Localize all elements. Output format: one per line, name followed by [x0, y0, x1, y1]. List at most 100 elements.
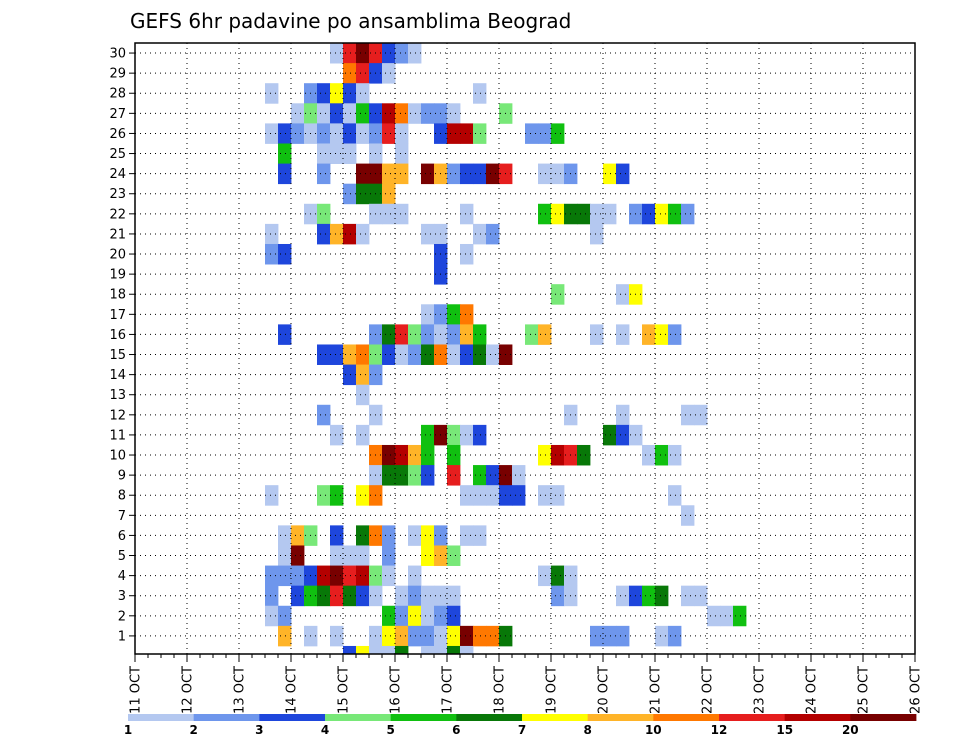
heatmap-cell	[278, 565, 292, 587]
heatmap-cell	[382, 163, 396, 185]
heatmap-cell	[330, 545, 344, 566]
heatmap-cell	[473, 163, 487, 185]
heatmap-cell	[668, 203, 682, 225]
heatmap-cell	[460, 163, 474, 185]
heatmap-cell	[590, 203, 604, 225]
heatmap-cell	[278, 163, 292, 185]
heatmap-cell	[577, 444, 591, 466]
heatmap-cell	[616, 625, 630, 647]
heatmap-cell	[395, 605, 409, 627]
heatmap-cell	[343, 63, 357, 84]
y-tick-label: 25	[109, 147, 126, 162]
heatmap-cell	[655, 203, 669, 225]
x-tick-label: 13 OCT	[233, 666, 248, 714]
heatmap-cell	[421, 525, 435, 546]
heatmap-cell	[330, 83, 344, 104]
heatmap-cell	[317, 485, 331, 506]
heatmap-cell	[655, 444, 669, 466]
heatmap-cell	[421, 465, 435, 486]
heatmap-cell	[538, 203, 552, 225]
heatmap-cell	[343, 645, 357, 655]
heatmap-cell	[616, 284, 630, 305]
heatmap-cell	[642, 444, 656, 466]
heatmap-cell	[551, 485, 565, 506]
heatmap-cell	[408, 565, 422, 587]
heatmap-cell	[551, 203, 565, 225]
legend-swatch	[259, 714, 326, 721]
x-tick-label: 26 OCT	[909, 666, 924, 714]
legend-swatch	[850, 714, 917, 721]
heatmap-cell	[421, 585, 435, 607]
y-tick-label: 21	[109, 227, 126, 242]
heatmap-cell	[512, 465, 526, 486]
heatmap-cell	[356, 83, 370, 104]
heatmap-cell	[616, 404, 630, 426]
heatmap-cell	[291, 565, 305, 587]
y-tick-label: 20	[109, 248, 126, 263]
heatmap-cell	[447, 424, 461, 446]
heatmap-cell	[460, 645, 474, 655]
heatmap-cell	[551, 585, 565, 607]
heatmap-cell	[317, 123, 331, 144]
heatmap-cell	[356, 223, 370, 245]
heatmap-cell	[642, 203, 656, 225]
color-legend: 1 2 3 4 5 6 7 8 10 12 15 20	[124, 714, 917, 737]
y-tick-label: 16	[109, 328, 126, 343]
heatmap-cell	[356, 424, 370, 446]
heatmap-cell	[382, 103, 396, 124]
legend-label: 10	[645, 723, 662, 737]
heatmap-cell	[408, 344, 422, 365]
heatmap-cell	[486, 344, 500, 365]
legend-label: 6	[452, 723, 460, 737]
heatmap-cell	[395, 645, 409, 655]
heatmap-cell	[577, 203, 591, 225]
x-tick-label: 18 OCT	[493, 666, 508, 714]
x-tick-label: 23 OCT	[753, 666, 768, 714]
heatmap-cell	[382, 203, 396, 225]
x-tick-label: 16 OCT	[389, 666, 404, 714]
heatmap-cell	[707, 605, 721, 627]
heatmap-cell	[343, 103, 357, 124]
heatmap-cell	[668, 444, 682, 466]
heatmap-cell	[395, 465, 409, 486]
heatmap-cell	[473, 424, 487, 446]
heatmap-cell	[408, 43, 422, 64]
heatmap-cell	[382, 465, 396, 486]
heatmap-cell	[382, 565, 396, 587]
heatmap-cell	[317, 143, 331, 164]
heatmap-cell	[330, 143, 344, 164]
heatmap-cell	[460, 485, 474, 506]
heatmap-cell	[616, 424, 630, 446]
heatmap-cell	[330, 344, 344, 365]
heatmap-cell	[278, 605, 292, 627]
x-tick-label: 24 OCT	[805, 666, 820, 714]
heatmap-cell	[330, 625, 344, 647]
heatmap-cell	[317, 344, 331, 365]
x-tick-label: 21 OCT	[649, 666, 664, 714]
heatmap-cell	[278, 243, 292, 265]
y-tick-label: 7	[118, 509, 126, 524]
heatmap-cell	[278, 324, 292, 345]
heatmap-cell	[655, 585, 669, 607]
heatmap-cell	[395, 103, 409, 124]
y-tick-label: 5	[118, 549, 126, 564]
y-tick-label: 6	[118, 529, 126, 544]
heatmap-cell	[395, 43, 409, 64]
legend-label: 12	[711, 723, 728, 737]
heatmap-cell	[473, 83, 487, 104]
heatmap-cell	[395, 585, 409, 607]
heatmap-cell	[356, 545, 370, 566]
heatmap-cell	[642, 585, 656, 607]
heatmap-cell	[317, 103, 331, 124]
grid-lines	[135, 43, 915, 654]
heatmap-cell	[447, 163, 461, 185]
heatmap-cell	[473, 525, 487, 546]
heatmap-cell	[460, 304, 474, 325]
y-tick-label: 13	[109, 388, 126, 403]
heatmap-cell	[343, 183, 357, 205]
heatmap-cell	[382, 525, 396, 546]
legend-label: 2	[190, 723, 198, 737]
heatmap-cell	[668, 485, 682, 506]
heatmap-cell	[356, 344, 370, 365]
x-tick-label: 22 OCT	[701, 666, 716, 714]
